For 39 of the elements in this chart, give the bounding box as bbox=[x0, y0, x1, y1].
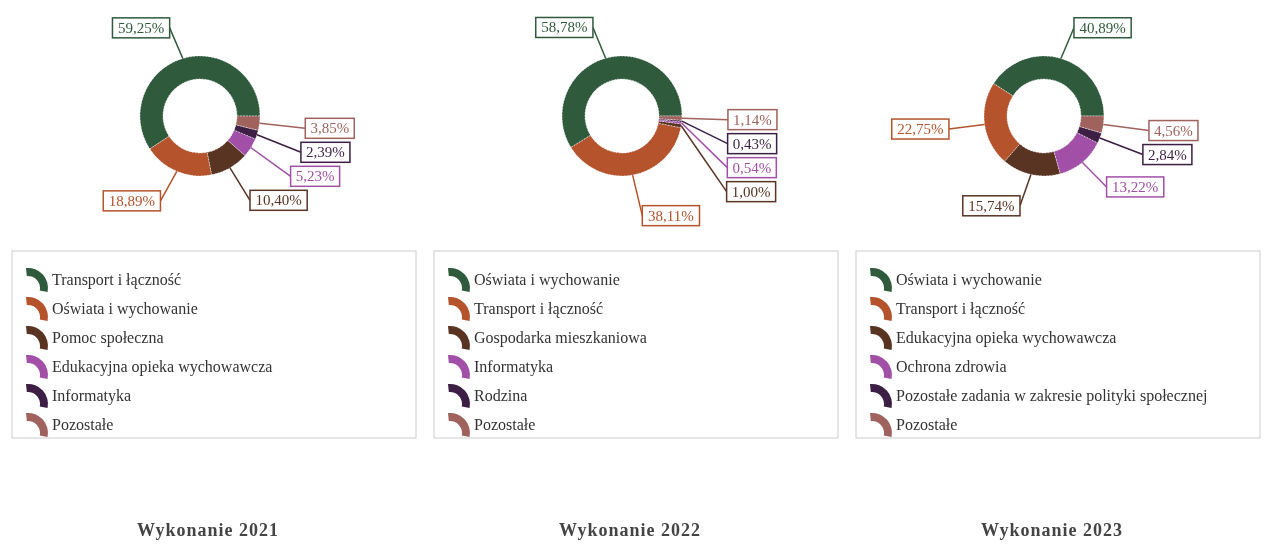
data-label: 18,89% bbox=[108, 192, 155, 209]
legend-label: Transport i łączność bbox=[52, 271, 182, 289]
legend-label: Rodzina bbox=[474, 387, 528, 404]
data-label: 3,85% bbox=[310, 120, 350, 137]
data-label: 13,22% bbox=[1112, 178, 1159, 195]
legend-label: Informatyka bbox=[474, 358, 554, 376]
legend-label: Pozostałe bbox=[896, 416, 958, 433]
legend-label: Pozostałe zadania w zakresie polityki społecznej bbox=[896, 387, 1208, 405]
legend-label: Pozostałe bbox=[474, 416, 536, 433]
data-label: 10,40% bbox=[255, 192, 302, 209]
legend-label: Gospodarka mieszkaniowa bbox=[474, 329, 647, 347]
data-label: 22,75% bbox=[897, 121, 944, 138]
legend-label: Transport i łączność bbox=[474, 300, 604, 318]
legend-label: Edukacyjna opieka wychowawcza bbox=[896, 329, 1117, 347]
text: Wykonanie 2022 bbox=[559, 520, 701, 540]
legend-label: Pozostałe bbox=[52, 416, 114, 433]
legend-label: Informatyka bbox=[52, 387, 132, 405]
data-label: 1,00% bbox=[731, 183, 771, 200]
data-label: 4,56% bbox=[1154, 122, 1193, 139]
data-label: 2,84% bbox=[1148, 146, 1187, 163]
data-label: 15,74% bbox=[968, 197, 1015, 214]
legend-label: Edukacyjna opieka wychowawcza bbox=[52, 358, 273, 376]
data-label: 58,78% bbox=[541, 19, 588, 36]
text: Wykonanie 2021 bbox=[137, 520, 279, 540]
data-label: 2,39% bbox=[306, 144, 345, 161]
data-label: 0,54% bbox=[732, 159, 772, 176]
data-label: 59,25% bbox=[117, 19, 165, 36]
legend-label: Oświata i wychowanie bbox=[52, 300, 198, 318]
data-label: 40,89% bbox=[1079, 19, 1126, 36]
legend-label: Oświata i wychowanie bbox=[896, 271, 1042, 289]
data-label: 1,14% bbox=[733, 111, 772, 128]
legend-label: Pomoc społeczna bbox=[52, 329, 164, 347]
text: Wykonanie 2023 bbox=[981, 520, 1123, 540]
data-label: 38,11% bbox=[648, 207, 694, 224]
legend-label: Transport i łączność bbox=[896, 300, 1026, 318]
data-label: 5,23% bbox=[295, 168, 335, 185]
data-label: 0,43% bbox=[732, 135, 772, 152]
legend-label: Ochrona zdrowia bbox=[896, 358, 1007, 375]
legend-label: Oświata i wychowanie bbox=[474, 271, 620, 289]
